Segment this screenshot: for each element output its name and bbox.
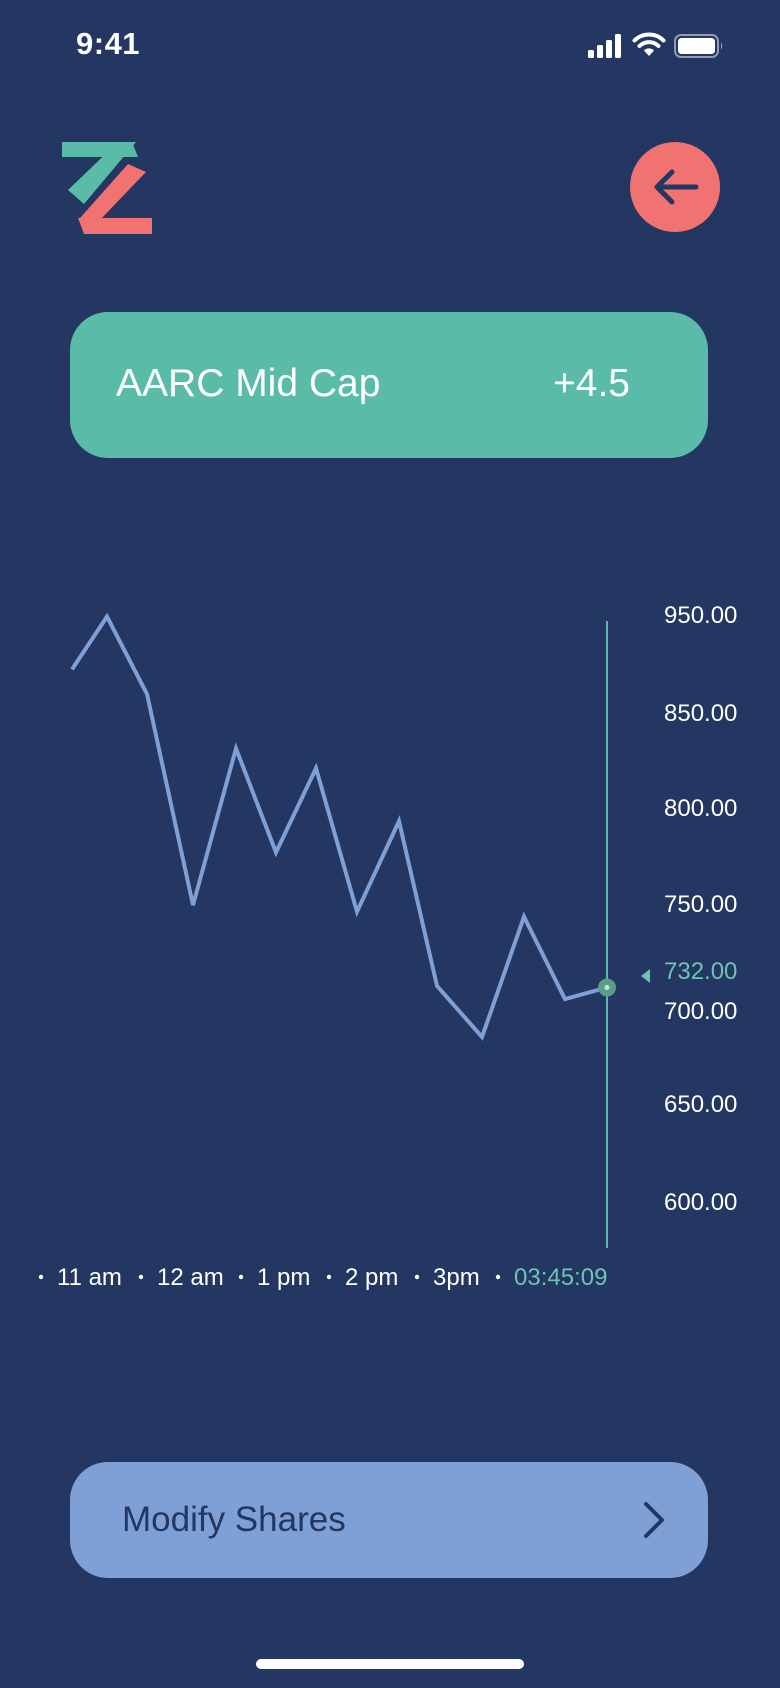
x-axis: 11 am 12 am 1 pm 2 pm 3pm 03:45:09	[38, 1264, 607, 1291]
current-point[interactable]	[598, 978, 616, 997]
status-time: 9:41	[76, 26, 141, 61]
x-tick-separator	[495, 1274, 501, 1280]
current-value-label: 732.00	[664, 958, 737, 985]
fund-name: AARC Mid Cap	[116, 362, 381, 405]
cellular-signal-icon	[588, 34, 621, 58]
x-tick-label: 1 pm	[257, 1264, 310, 1291]
y-tick-label: 600.00	[664, 1189, 737, 1216]
x-tick-label: 11 am	[57, 1264, 122, 1291]
x-tick-separator	[414, 1274, 420, 1280]
y-tick-label: 950.00	[664, 602, 737, 629]
chevron-right-icon	[644, 1502, 664, 1538]
z-logo	[62, 142, 152, 234]
x-tick-label: 2 pm	[345, 1264, 398, 1291]
y-tick-label: 650.00	[664, 1091, 737, 1118]
x-tick-separator	[238, 1274, 244, 1280]
current-point-center	[604, 985, 610, 991]
home-indicator	[256, 1659, 524, 1669]
y-axis: 950.00 850.00 800.00 750.00 700.00 650.00 600.…	[641, 602, 737, 1216]
y-tick-label: 800.00	[664, 795, 737, 822]
fund-change: +4.5	[553, 362, 630, 405]
y-tick-label: 850.00	[664, 700, 737, 727]
x-tick-separator	[138, 1274, 144, 1280]
price-line	[70, 612, 608, 1041]
modify-shares-label: Modify Shares	[122, 1500, 346, 1539]
arrow-left-icon	[654, 169, 699, 205]
x-tick-label: 12 am	[157, 1264, 224, 1291]
y-tick-label: 700.00	[664, 998, 737, 1025]
fund-card[interactable]: AARC Mid Cap +4.5	[70, 312, 708, 458]
x-tick-separator	[326, 1274, 332, 1280]
current-time-label: 03:45:09	[514, 1264, 607, 1291]
modify-shares-button[interactable]: Modify Shares	[70, 1462, 708, 1578]
x-tick-label: 3pm	[433, 1264, 480, 1291]
current-value-pointer-icon	[641, 969, 650, 983]
price-chart[interactable]: 950.00 850.00 800.00 750.00 700.00 650.00 600.…	[0, 580, 780, 1300]
wifi-icon	[632, 32, 666, 56]
back-button[interactable]	[630, 142, 720, 232]
status-bar: 9:41	[0, 0, 780, 90]
battery-icon	[674, 34, 723, 58]
x-tick-separator	[38, 1274, 44, 1280]
y-tick-label: 750.00	[664, 891, 737, 918]
